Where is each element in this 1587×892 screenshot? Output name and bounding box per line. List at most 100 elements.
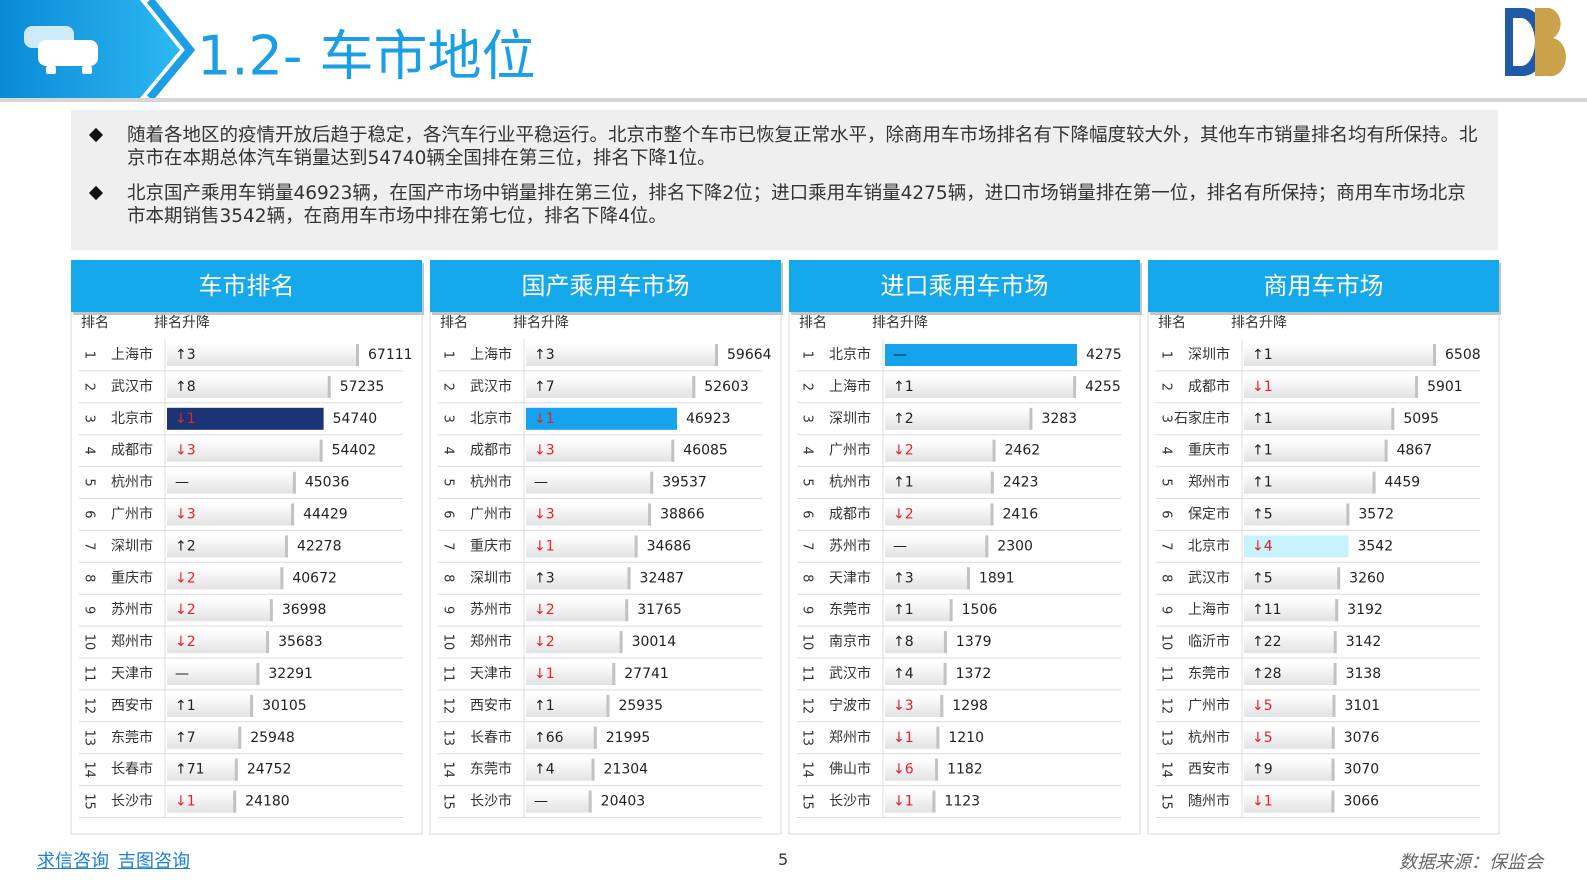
bar — [885, 663, 947, 685]
value-label: 40672 — [292, 570, 337, 586]
rank: 2 — [800, 383, 815, 391]
city: 长沙市 — [470, 793, 512, 810]
bar-edge — [1331, 726, 1335, 749]
bar — [167, 631, 270, 654]
city: 西安市 — [1188, 761, 1230, 778]
bar — [885, 407, 1033, 430]
city: 广州市 — [111, 505, 153, 522]
bar-edge — [940, 694, 944, 717]
city: 西安市 — [470, 697, 512, 714]
bar-edge — [266, 631, 270, 654]
column-header: 排名升降 — [872, 315, 928, 331]
bar — [526, 439, 675, 462]
bar-edge — [1073, 375, 1077, 398]
bar-edge — [291, 503, 295, 526]
bar-edge — [1372, 471, 1376, 494]
city: 广州市 — [1188, 697, 1230, 714]
city: 郑州市 — [1188, 474, 1230, 491]
bar — [885, 631, 947, 654]
rank: 13 — [441, 729, 456, 746]
value-label: 3283 — [1041, 411, 1077, 427]
value-label: 54402 — [332, 443, 377, 459]
rank: 2 — [1159, 383, 1174, 391]
rank-change: ↑3 — [175, 347, 196, 363]
bar — [1244, 344, 1436, 366]
header-rule — [0, 98, 1587, 102]
value-label: 25935 — [618, 698, 663, 714]
rank-change: — — [534, 475, 548, 491]
rank-change: ↑66 — [534, 730, 564, 746]
rank: 10 — [1159, 634, 1174, 651]
rank: 7 — [82, 542, 97, 550]
bar — [167, 599, 273, 622]
bar — [167, 663, 260, 685]
column-header: 排名升降 — [513, 315, 569, 331]
rank: 10 — [82, 634, 97, 651]
bar — [167, 503, 295, 526]
bar-edge — [992, 439, 996, 462]
city: 宁波市 — [829, 697, 871, 714]
bar — [1244, 758, 1335, 781]
bar-edge — [280, 567, 284, 590]
panel-title: 国产乘用车市场 — [522, 272, 690, 300]
value-label: 3260 — [1349, 570, 1385, 586]
city: 上海市 — [829, 378, 871, 395]
rank: 3 — [800, 415, 815, 423]
data-source: 数据来源：保监会 — [1399, 852, 1543, 873]
bar-edge — [990, 503, 994, 526]
bar-edge — [1331, 758, 1335, 781]
rank: 12 — [1159, 698, 1174, 715]
rank: 10 — [441, 634, 456, 651]
value-label: 24752 — [247, 762, 292, 778]
value-label: 46923 — [686, 411, 731, 427]
rank-change: ↓2 — [534, 602, 555, 618]
rank-change: ↓1 — [893, 794, 914, 810]
value-label: 67111 — [368, 347, 413, 363]
bar-edge — [943, 663, 947, 685]
rank-change: ↓4 — [1252, 538, 1273, 554]
value-label: 3572 — [1358, 506, 1394, 522]
bar — [526, 663, 616, 685]
rank-change: ↑7 — [175, 730, 196, 746]
rank-change: — — [175, 666, 189, 682]
bar-edge — [250, 694, 254, 717]
rank-change: ↓2 — [893, 506, 914, 522]
value-label: 1379 — [956, 634, 992, 650]
bar — [526, 694, 610, 717]
footer-link[interactable]: 求信咨询 — [37, 851, 109, 872]
bar-edge — [1332, 694, 1336, 717]
bar-edge — [1331, 790, 1335, 813]
bar-edge — [269, 599, 273, 622]
city: 深圳市 — [829, 410, 871, 427]
city: 长春市 — [470, 729, 512, 746]
bar-edge — [1337, 567, 1341, 590]
bar-edge — [256, 663, 260, 685]
city: 杭州市 — [111, 474, 153, 491]
bar — [526, 535, 638, 558]
bar — [885, 790, 936, 813]
rank-change: ↑5 — [1252, 570, 1273, 586]
city: 武汉市 — [111, 378, 153, 395]
bar-edge — [1415, 375, 1419, 398]
rank-change: ↓2 — [534, 634, 555, 650]
bar — [885, 567, 970, 590]
rank: 15 — [800, 793, 815, 810]
city: 深圳市 — [470, 569, 512, 586]
footer-link[interactable]: 吉图咨询 — [118, 851, 190, 872]
value-label: 1123 — [944, 794, 980, 810]
rank-change: ↓3 — [534, 443, 555, 459]
city: 杭州市 — [470, 474, 512, 491]
rank-change: — — [175, 475, 189, 491]
value-label: 5095 — [1403, 411, 1439, 427]
panel-title: 商用车市场 — [1264, 272, 1384, 300]
value-label: 3076 — [1344, 730, 1380, 746]
value-label: 1298 — [952, 698, 988, 714]
city: 西安市 — [111, 697, 153, 714]
bar-edge — [612, 663, 616, 685]
rank: 14 — [1159, 761, 1174, 778]
city: 保定市 — [1188, 505, 1230, 522]
value-label: 2462 — [1005, 443, 1041, 459]
rank-change: ↑1 — [1252, 443, 1273, 459]
